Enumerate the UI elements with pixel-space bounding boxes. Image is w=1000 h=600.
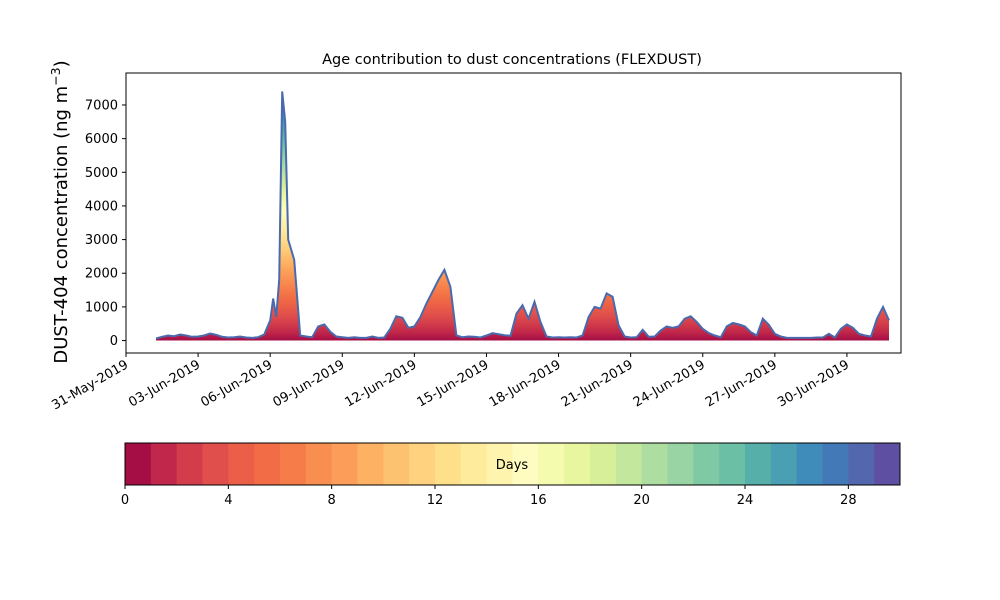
colorbar-tick-label: 16 xyxy=(530,493,547,508)
colorbar-cell xyxy=(538,443,565,485)
colorbar-tick-label: 0 xyxy=(121,493,129,508)
colorbar-cell xyxy=(228,443,255,485)
x-tick-label: 27-Jun-2019 xyxy=(703,357,780,410)
y-tick-label: 6000 xyxy=(85,132,118,147)
colorbar-cell xyxy=(486,443,513,485)
x-tick-label: 12-Jun-2019 xyxy=(343,357,420,410)
chart-title: Age contribution to dust concentrations … xyxy=(322,52,702,68)
colorbar-tick-label: 4 xyxy=(224,493,232,508)
x-axis: 31-May-201903-Jun-201906-Jun-201909-Jun-… xyxy=(49,353,852,413)
colorbar-cell xyxy=(641,443,668,485)
plot-frame xyxy=(125,72,902,354)
colorbar-cell xyxy=(435,443,462,485)
y-tick-label: 7000 xyxy=(85,98,118,113)
x-tick-label: 03-Jun-2019 xyxy=(126,357,203,410)
y-axis: 0 1000 2000 3000 4000 5000 6000 7000 xyxy=(85,98,126,349)
colorbar-cell xyxy=(150,443,178,485)
colorbar-cell xyxy=(874,443,901,485)
colorbar-frame xyxy=(124,442,901,486)
colorbar-cell xyxy=(305,443,333,485)
colorbar-ticks: 0 4 8 12 16 20 24 28 xyxy=(121,485,857,508)
x-tick-label: 15-Jun-2019 xyxy=(415,357,492,410)
age-stacked-area xyxy=(156,91,889,341)
colorbar-cell xyxy=(357,443,384,485)
colorbar-cell xyxy=(615,443,643,485)
colorbar-cell xyxy=(254,443,281,485)
colorbar-cell xyxy=(693,443,720,485)
colorbar-cell xyxy=(280,443,307,485)
y-tick-label: 4000 xyxy=(85,199,118,214)
x-tick-label: 31-May-2019 xyxy=(49,357,131,413)
total-concentration-line xyxy=(155,91,890,340)
colorbar-cell xyxy=(822,443,849,485)
colorbar-cell xyxy=(176,443,203,485)
colorbar-cell xyxy=(512,443,539,485)
colorbar-tick-label: 12 xyxy=(427,493,444,508)
y-axis-label: DUST-404 concentration (ng m−3) xyxy=(48,60,72,363)
colorbar-tick-label: 8 xyxy=(328,493,336,508)
colorbar-cell xyxy=(590,443,617,485)
x-tick-label: 18-Jun-2019 xyxy=(487,357,564,410)
colorbar-tick-label: 24 xyxy=(737,493,754,508)
colorbar-cell xyxy=(848,443,875,485)
colorbar-tick-label: 20 xyxy=(633,493,650,508)
colorbar-cell xyxy=(460,443,488,485)
x-tick-label: 21-Jun-2019 xyxy=(559,357,636,410)
colorbar-cell xyxy=(564,443,591,485)
colorbar-label: Days xyxy=(496,458,529,473)
y-tick-label: 5000 xyxy=(85,166,118,181)
x-tick-label: 06-Jun-2019 xyxy=(198,357,275,410)
y-tick-label: 3000 xyxy=(85,233,118,248)
y-tick-label: 1000 xyxy=(85,300,118,315)
x-tick-label: 24-Jun-2019 xyxy=(631,357,708,410)
y-tick-label: 2000 xyxy=(85,267,118,282)
x-tick-label: 09-Jun-2019 xyxy=(270,357,347,410)
colorbar-cell xyxy=(331,443,358,485)
colorbar-cell xyxy=(125,443,152,485)
colorbar-cell xyxy=(383,443,410,485)
colorbar: Days 0 4 8 12 16 20 24 28 xyxy=(121,442,901,508)
plot-area: 0 1000 2000 3000 4000 5000 6000 7000 31-May-201… xyxy=(49,72,902,413)
x-tick-label: 30-Jun-2019 xyxy=(775,357,852,410)
colorbar-cell xyxy=(796,443,823,485)
colorbar-cell xyxy=(719,443,746,485)
colorbar-cell xyxy=(745,443,772,485)
y-tick-label: 0 xyxy=(110,334,118,349)
colorbar-cell xyxy=(202,443,229,485)
colorbar-cells xyxy=(125,443,901,485)
colorbar-cell xyxy=(667,443,694,485)
colorbar-cell xyxy=(409,443,436,485)
colorbar-tick-label: 28 xyxy=(840,493,857,508)
colorbar-cell xyxy=(770,443,798,485)
